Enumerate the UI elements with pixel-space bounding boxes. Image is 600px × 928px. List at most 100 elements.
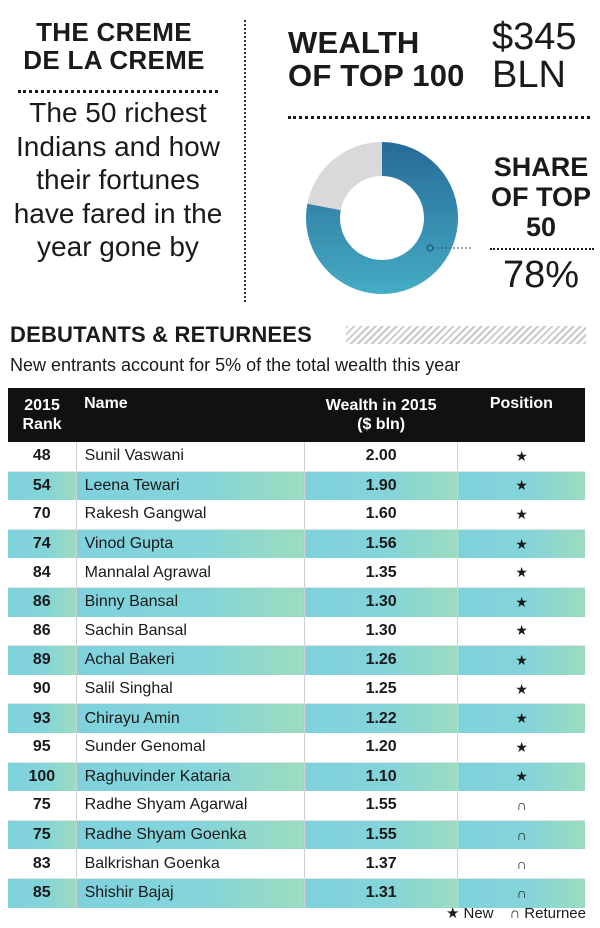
table-row: 54 Leena Tewari 1.90 ★ bbox=[8, 471, 585, 501]
rank-cell: 54 bbox=[8, 471, 77, 501]
name-cell: Rakesh Gangwal bbox=[75, 500, 305, 530]
position-cell: ★ bbox=[457, 674, 585, 705]
table-row: 48 Sunil Vaswani 2.00 ★ bbox=[8, 442, 585, 472]
rank-cell: 85 bbox=[8, 878, 77, 908]
share-donut-chart bbox=[306, 142, 472, 294]
title-line-2: DE LA CREME bbox=[23, 45, 205, 75]
legend-new-label: New bbox=[463, 905, 494, 922]
debutants-table: 2015 Rank Name Wealth in 2015 ($ bln) Po… bbox=[8, 388, 585, 908]
header-wealth-line-2: ($ bln) bbox=[357, 416, 406, 433]
position-cell: ∩ bbox=[457, 878, 585, 908]
donut-rest-segment bbox=[307, 142, 382, 211]
intro-text: The 50 richest Indians and how their for… bbox=[13, 97, 223, 262]
wealth-cell: 1.10 bbox=[303, 762, 458, 792]
wealth-cell: 1.90 bbox=[303, 471, 458, 501]
position-cell: ★ bbox=[457, 703, 585, 733]
name-cell: Sunil Vaswani bbox=[75, 442, 305, 472]
name-cell: Achal Bakeri bbox=[75, 645, 305, 675]
rank-cell: 86 bbox=[8, 587, 77, 617]
table-row: 84 Mannalal Agrawal 1.35 ★ bbox=[8, 558, 585, 588]
header-wealth-line-1: Wealth in 2015 bbox=[325, 397, 437, 414]
wealth-value: $345 BLN bbox=[492, 18, 577, 94]
name-cell: Sachin Bansal bbox=[75, 616, 305, 647]
table-row: 93 Chirayu Amin 1.22 ★ bbox=[8, 703, 585, 733]
name-cell: Sunder Genomal bbox=[75, 732, 305, 763]
wealth-cell: 1.30 bbox=[303, 616, 458, 647]
position-cell: ★ bbox=[457, 616, 585, 647]
donut-share-segment bbox=[306, 142, 458, 294]
wealth-cell: 1.25 bbox=[303, 674, 458, 705]
table-row: 85 Shishir Bajaj 1.31 ∩ bbox=[8, 878, 585, 908]
share-label-line-1: SHARE bbox=[493, 152, 589, 182]
name-cell: Balkrishan Goenka bbox=[75, 849, 305, 879]
name-cell: Binny Bansal bbox=[75, 587, 305, 617]
name-cell: Radhe Shyam Agarwal bbox=[75, 791, 305, 821]
wealth-cell: 1.56 bbox=[303, 529, 458, 559]
position-cell: ∩ bbox=[457, 820, 585, 850]
rank-cell: 70 bbox=[8, 500, 77, 530]
wealth-cell: 1.55 bbox=[303, 820, 458, 850]
table-row: 100 Raghuvinder Kataria 1.10 ★ bbox=[8, 762, 585, 792]
table-body: 48 Sunil Vaswani 2.00 ★ 54 Leena Tewari 1.90 ★ 7… bbox=[8, 442, 585, 908]
title-divider bbox=[18, 90, 218, 93]
legend: ★ New ∩ Returnee bbox=[442, 904, 586, 922]
rank-cell: 83 bbox=[8, 849, 77, 879]
wealth-value-line-1: $345 bbox=[492, 16, 577, 58]
share-label-line-3: 50 bbox=[525, 212, 557, 242]
rank-cell: 95 bbox=[8, 732, 77, 763]
wealth-divider bbox=[288, 116, 590, 119]
wealth-cell: 1.20 bbox=[303, 732, 458, 763]
header-rank-line-2: Rank bbox=[22, 416, 62, 433]
rank-cell: 74 bbox=[8, 529, 77, 559]
header-position: Position bbox=[457, 388, 585, 442]
share-label: SHARE OF TOP 50 bbox=[486, 152, 596, 242]
rank-cell: 89 bbox=[8, 645, 77, 675]
wealth-cell: 1.35 bbox=[303, 558, 458, 588]
rank-cell: 100 bbox=[8, 762, 77, 792]
title-line-1: THE CREME bbox=[36, 17, 192, 47]
section-title: DEBUTANTS & RETURNEES bbox=[10, 322, 313, 347]
name-cell: Salil Singhal bbox=[75, 674, 305, 705]
name-cell: Chirayu Amin bbox=[75, 703, 305, 733]
rank-cell: 93 bbox=[8, 703, 77, 733]
wealth-label-line-1: WEALTH bbox=[288, 25, 420, 60]
name-cell: Shishir Bajaj bbox=[75, 878, 305, 908]
vertical-divider bbox=[244, 20, 246, 302]
position-cell: ★ bbox=[457, 442, 585, 472]
rank-cell: 84 bbox=[8, 558, 77, 588]
position-cell: ∩ bbox=[457, 849, 585, 879]
name-cell: Raghuvinder Kataria bbox=[75, 762, 305, 792]
wealth-cell: 1.60 bbox=[303, 500, 458, 530]
wealth-cell: 1.37 bbox=[303, 849, 458, 879]
position-cell: ∩ bbox=[457, 791, 585, 821]
name-cell: Radhe Shyam Goenka bbox=[75, 820, 305, 850]
table-header-row: 2015 Rank Name Wealth in 2015 ($ bln) Po… bbox=[8, 388, 585, 442]
table-row: 86 Binny Bansal 1.30 ★ bbox=[8, 587, 585, 617]
header-rank-line-1: 2015 bbox=[24, 397, 60, 414]
returnee-icon: ∩ bbox=[509, 905, 521, 922]
wealth-cell: 2.00 bbox=[303, 442, 458, 472]
rank-cell: 48 bbox=[8, 442, 77, 472]
position-cell: ★ bbox=[457, 587, 585, 617]
position-cell: ★ bbox=[457, 762, 585, 792]
position-cell: ★ bbox=[457, 732, 585, 763]
name-cell: Leena Tewari bbox=[75, 471, 305, 501]
header-name: Name bbox=[76, 388, 305, 442]
position-cell: ★ bbox=[457, 471, 585, 501]
share-divider bbox=[490, 248, 594, 250]
wealth-cell: 1.31 bbox=[303, 878, 458, 908]
wealth-value-line-2: BLN bbox=[492, 54, 566, 96]
share-label-line-2: OF TOP bbox=[490, 182, 591, 212]
position-cell: ★ bbox=[457, 500, 585, 530]
wealth-label-line-2: OF TOP 100 bbox=[288, 58, 465, 93]
wealth-cell: 1.26 bbox=[303, 645, 458, 675]
rank-cell: 75 bbox=[8, 820, 77, 850]
table-row: 75 Radhe Shyam Agarwal 1.55 ∩ bbox=[8, 791, 585, 821]
wealth-cell: 1.30 bbox=[303, 587, 458, 617]
rank-cell: 90 bbox=[8, 674, 77, 705]
position-cell: ★ bbox=[457, 529, 585, 559]
header-wealth: Wealth in 2015 ($ bln) bbox=[304, 388, 458, 442]
header-rank: 2015 Rank bbox=[8, 388, 77, 442]
star-icon: ★ bbox=[446, 905, 460, 922]
rank-cell: 86 bbox=[8, 616, 77, 647]
